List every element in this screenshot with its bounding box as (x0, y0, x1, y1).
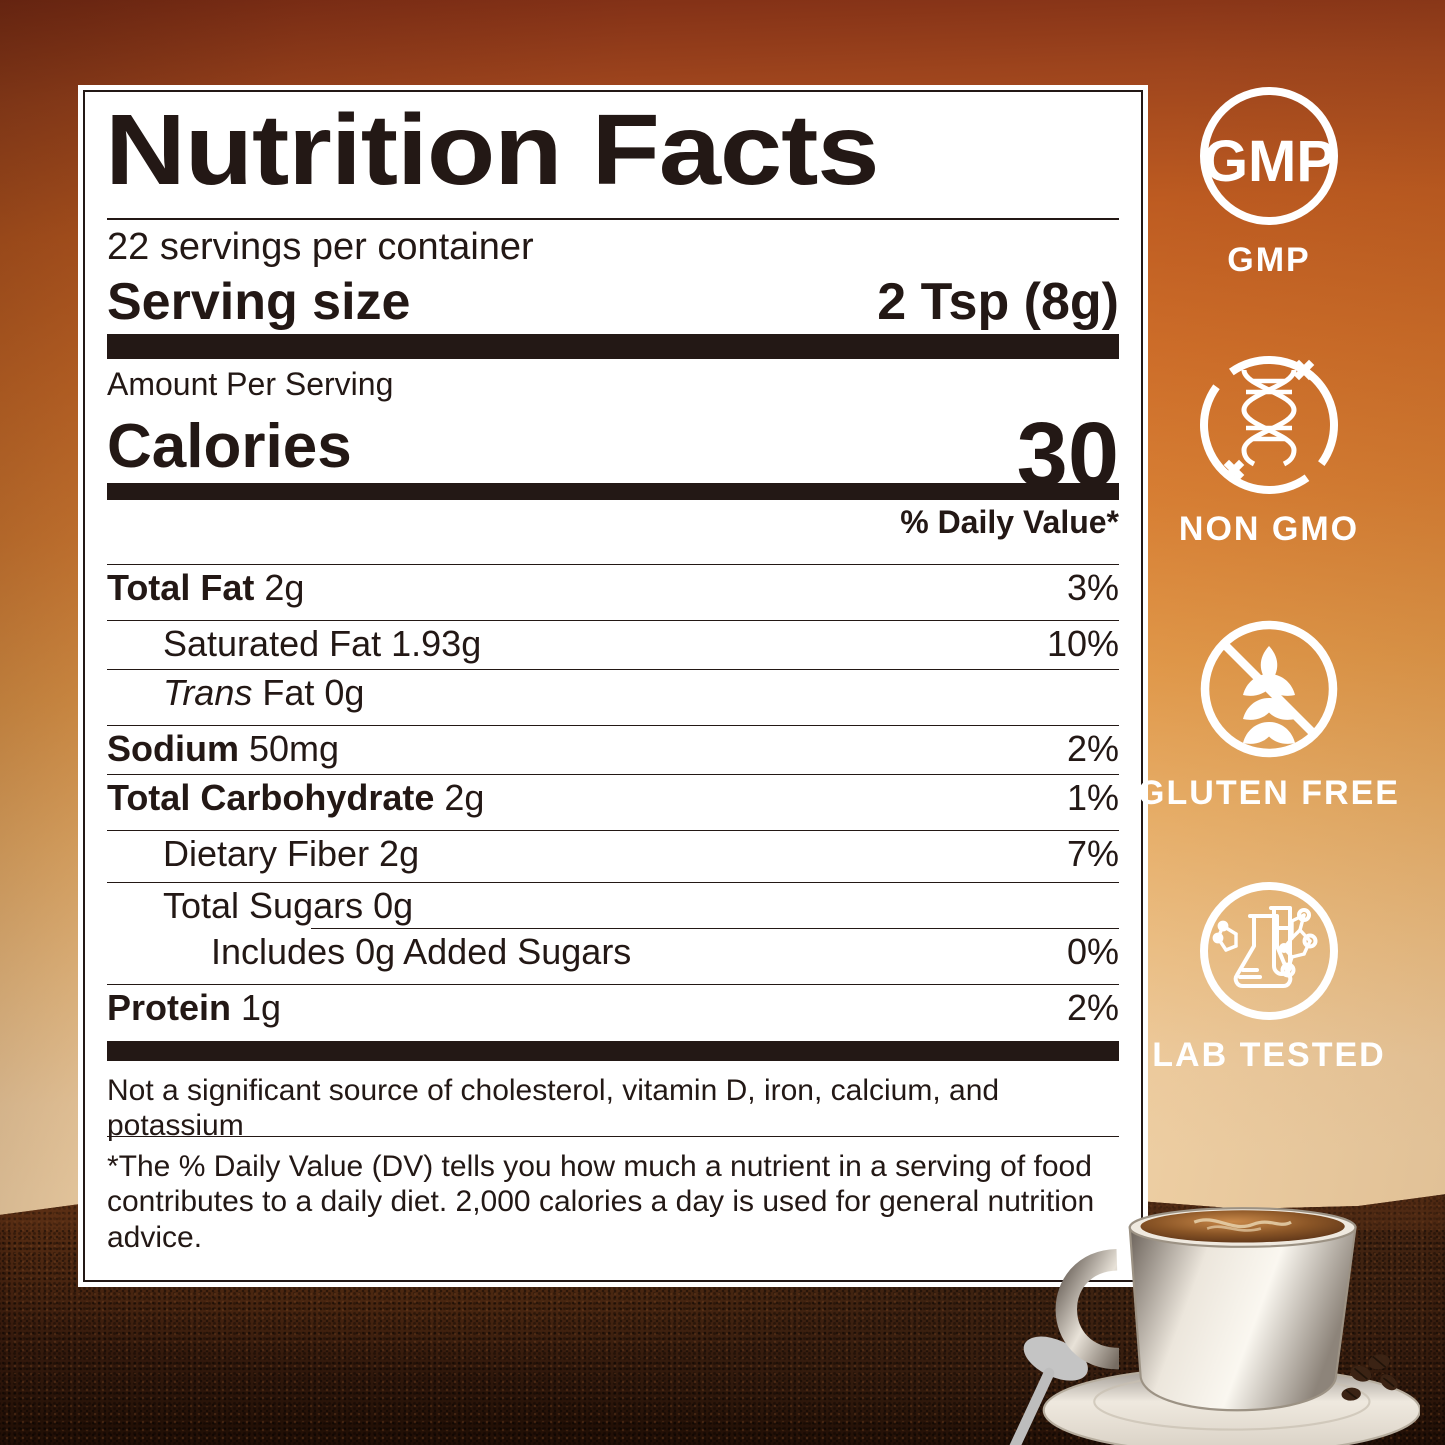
svg-text:GMP: GMP (1203, 129, 1335, 194)
